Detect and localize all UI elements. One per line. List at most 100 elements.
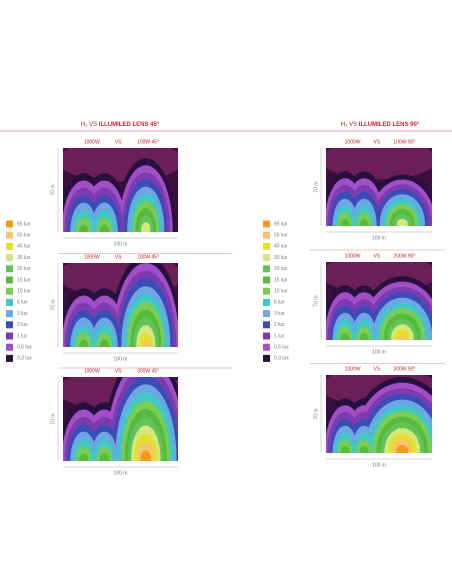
- legend-swatch: [6, 254, 13, 262]
- legend-swatch: [263, 276, 270, 284]
- vs-label: VS: [374, 253, 381, 259]
- legend-swatch: [263, 310, 270, 318]
- heatmap: [63, 263, 178, 347]
- contour: [398, 334, 407, 340]
- heatmap: [326, 148, 432, 226]
- lamp-right-label: 200W 90°: [393, 253, 415, 259]
- contour: [78, 339, 89, 347]
- contour: [340, 446, 350, 453]
- contour: [99, 339, 110, 347]
- vs-label: VS: [115, 368, 122, 374]
- heatmap: [326, 262, 432, 340]
- legend-label: 0.3 lux: [274, 356, 289, 362]
- contour: [78, 453, 89, 461]
- contour: [359, 333, 369, 340]
- contour: [99, 224, 110, 232]
- legend-swatch: [6, 332, 13, 340]
- contour: [340, 333, 350, 340]
- legend-label: 65 lux: [17, 221, 31, 227]
- lamp-right-label: 100W 45°: [137, 139, 159, 145]
- title-prefix: H₂ VS: [341, 122, 359, 128]
- legend-swatch: [6, 287, 13, 295]
- legend-swatch: [6, 310, 13, 318]
- section-title: H₂ VS ILLUMILED LENS 45°: [81, 122, 160, 128]
- legend-swatch: [6, 231, 13, 239]
- legend-label: 15 lux: [274, 277, 288, 283]
- legend-swatch: [263, 242, 270, 250]
- lamp-left-label: 1000W: [345, 253, 361, 259]
- title-prefix: H₂ VS: [81, 122, 99, 128]
- legend-label: 5 lux: [17, 300, 28, 306]
- contour: [141, 222, 151, 232]
- legend-label: 40 lux: [17, 244, 31, 250]
- legend-swatch: [263, 343, 270, 351]
- lamp-right-label: 200W 45°: [137, 254, 159, 260]
- vs-label: VS: [374, 366, 381, 372]
- legend-label: 15 lux: [17, 277, 31, 283]
- legend-label: 20 lux: [17, 266, 31, 272]
- legend-label: 10 lux: [274, 289, 288, 295]
- height-label: 70 m: [313, 181, 319, 192]
- width-label: 100 m: [372, 462, 386, 468]
- vs-label: VS: [115, 139, 122, 145]
- legend-label: 5 lux: [274, 300, 285, 306]
- width-label: 100 m: [114, 470, 128, 476]
- legend-label: 30 lux: [274, 255, 288, 261]
- legend-swatch: [263, 231, 270, 239]
- legend-label: 0.3 lux: [17, 356, 32, 362]
- section-title: H₂ VS ILLUMILED LENS 90°: [341, 122, 420, 128]
- legend-swatch: [6, 343, 13, 351]
- legend-swatch: [6, 354, 13, 362]
- width-label: 100 m: [114, 241, 128, 247]
- legend-swatch: [6, 242, 13, 250]
- title-main: ILLUMILED LENS 90°: [359, 122, 420, 128]
- heatmap: [63, 148, 178, 232]
- height-label: 70 m: [313, 408, 319, 419]
- legend-swatch: [6, 298, 13, 306]
- legend-label: 20 lux: [274, 266, 288, 272]
- legend-swatch: [263, 220, 270, 228]
- legend-label: 2 lux: [274, 322, 285, 328]
- lamp-left-label: 1000W: [84, 368, 100, 374]
- title-main: ILLUMILED LENS 45°: [99, 122, 160, 128]
- legend-label: 50 lux: [17, 233, 31, 239]
- legend-label: 65 lux: [274, 221, 288, 227]
- lamp-left-label: 1000W: [345, 139, 361, 145]
- legend-swatch: [263, 321, 270, 329]
- legend-swatch: [263, 354, 270, 362]
- height-label: 70 m: [50, 184, 56, 195]
- legend-swatch: [263, 332, 270, 340]
- contour: [396, 444, 409, 453]
- legend-swatch: [263, 254, 270, 262]
- contour: [78, 224, 89, 232]
- legend-label: 10 lux: [17, 289, 31, 295]
- lamp-left-label: 1000W: [84, 254, 100, 260]
- legend-swatch: [263, 287, 270, 295]
- lamp-left-label: 1000W: [84, 139, 100, 145]
- contour: [99, 453, 110, 461]
- contour: [340, 219, 350, 226]
- width-label: 100 m: [372, 235, 386, 241]
- legend-label: 2 lux: [17, 322, 28, 328]
- width-label: 100 m: [372, 349, 386, 355]
- legend-swatch: [6, 220, 13, 228]
- height-label: 70 m: [50, 299, 56, 310]
- heatmap: [326, 375, 432, 453]
- contour: [396, 218, 408, 226]
- heatmap: [63, 377, 178, 461]
- legend-label: 3 lux: [274, 311, 285, 317]
- contour: [142, 340, 150, 347]
- legend-label: 0.5 lux: [274, 345, 289, 351]
- legend-swatch: [6, 321, 13, 329]
- legend-label: 30 lux: [17, 255, 31, 261]
- legend-label: 40 lux: [274, 244, 288, 250]
- legend-label: 0.5 lux: [17, 345, 32, 351]
- height-label: 70 m: [50, 413, 56, 424]
- legend-swatch: [6, 276, 13, 284]
- legend-label: 1 lux: [17, 333, 28, 339]
- legend-swatch: [263, 298, 270, 306]
- contour: [359, 446, 369, 453]
- lamp-right-label: 300W 45°: [137, 368, 159, 374]
- legend-label: 1 lux: [274, 333, 285, 339]
